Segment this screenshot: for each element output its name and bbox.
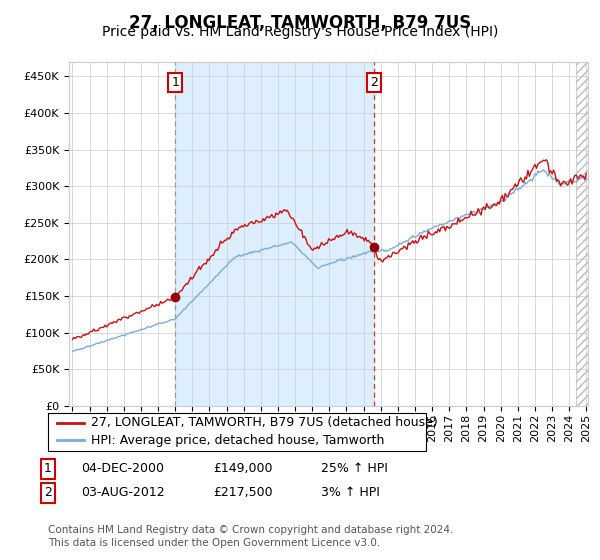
Text: 04-DEC-2000: 04-DEC-2000 [81,462,164,475]
Text: 03-AUG-2012: 03-AUG-2012 [81,486,164,500]
Text: 1: 1 [44,462,52,475]
Text: £149,000: £149,000 [213,462,272,475]
Bar [577,62,595,406]
Text: 27, LONGLEAT, TAMWORTH, B79 7US (detached house): 27, LONGLEAT, TAMWORTH, B79 7US (detache… [91,416,438,429]
Text: 2: 2 [370,76,378,89]
Text: £217,500: £217,500 [213,486,272,500]
Text: Contains HM Land Registry data © Crown copyright and database right 2024.
This d: Contains HM Land Registry data © Crown c… [48,525,454,548]
Text: 1: 1 [171,76,179,89]
Text: HPI: Average price, detached house, Tamworth: HPI: Average price, detached house, Tamw… [91,433,385,447]
Bar [175,62,374,406]
Text: 2: 2 [44,486,52,500]
Text: 25% ↑ HPI: 25% ↑ HPI [321,462,388,475]
Text: 27, LONGLEAT, TAMWORTH, B79 7US: 27, LONGLEAT, TAMWORTH, B79 7US [129,14,471,32]
Text: 3% ↑ HPI: 3% ↑ HPI [321,486,380,500]
Text: Price paid vs. HM Land Registry's House Price Index (HPI): Price paid vs. HM Land Registry's House … [102,25,498,39]
